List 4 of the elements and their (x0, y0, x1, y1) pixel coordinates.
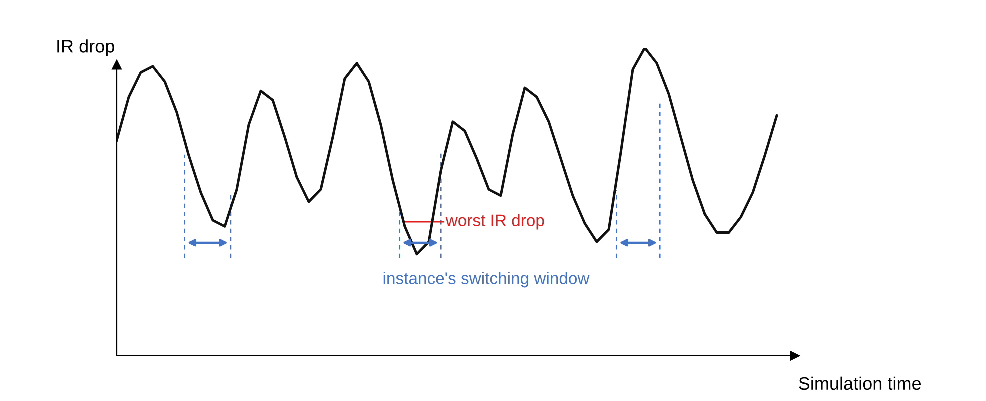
y-axis-title: IR drop (58, 40, 114, 56)
x-axis-title: Simulation time (799, 376, 922, 390)
annotation: instance's switching window (384, 272, 590, 288)
annotation: worst IR drop (446, 214, 544, 230)
